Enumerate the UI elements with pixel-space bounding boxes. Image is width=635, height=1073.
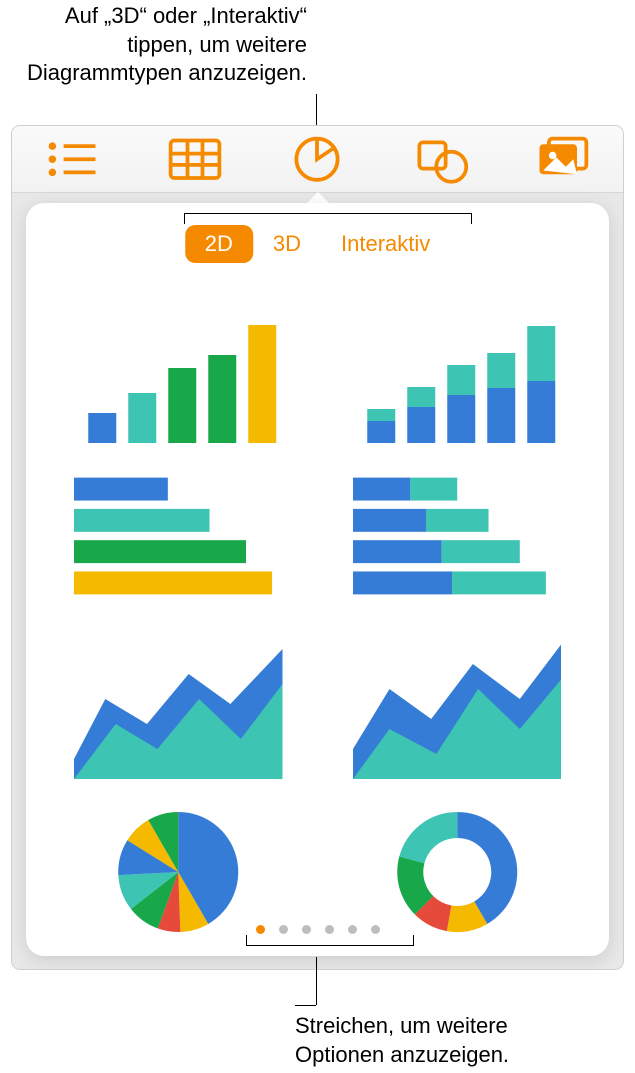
callout-bottom-leader-v <box>316 957 317 1005</box>
toolbar-list-icon[interactable] <box>43 139 103 179</box>
callout-bottom: Streichen, um weitere Optionen anzuzeige… <box>295 1012 509 1069</box>
page-dot[interactable] <box>348 925 357 934</box>
callout-bottom-leader-h <box>295 1005 316 1006</box>
toolbar-chart-icon[interactable] <box>287 139 347 179</box>
page-dot[interactable] <box>256 925 265 934</box>
insert-toolbar <box>12 126 623 193</box>
callout-bottom-l2: Optionen anzuzeigen. <box>295 1041 509 1070</box>
page-dot[interactable] <box>371 925 380 934</box>
seg-bracket <box>184 213 472 224</box>
chart-type-area[interactable] <box>74 629 283 779</box>
seg-2d[interactable]: 2D <box>185 225 253 263</box>
chart-type-stacked-column[interactable] <box>353 293 562 443</box>
callout-top: Auf „3D“ oder „Interaktiv“ tippen, um we… <box>27 2 307 88</box>
page-dot[interactable] <box>325 925 334 934</box>
seg-interactive[interactable]: Interaktiv <box>321 225 450 263</box>
chart-grid <box>74 293 561 896</box>
chart-type-stacked-area[interactable] <box>353 629 562 779</box>
callout-top-l3: Diagrammtypen anzuzeigen. <box>27 59 307 88</box>
chart-type-pie[interactable] <box>74 807 283 937</box>
page-dots[interactable] <box>26 925 609 934</box>
callout-top-l1: Auf „3D“ oder „Interaktiv“ <box>27 2 307 31</box>
callout-top-l2: tippen, um weitere <box>27 31 307 60</box>
dots-bracket <box>246 935 414 946</box>
chart-chooser-panel: 2D 3D Interaktiv <box>26 203 609 956</box>
page-dot[interactable] <box>279 925 288 934</box>
seg-3d[interactable]: 3D <box>253 225 321 263</box>
chart-type-segmented: 2D 3D Interaktiv <box>185 225 451 263</box>
page-dot[interactable] <box>302 925 311 934</box>
toolbar-media-icon[interactable] <box>532 139 592 179</box>
toolbar-shape-icon[interactable] <box>410 139 470 179</box>
callout-bottom-l1: Streichen, um weitere <box>295 1012 509 1041</box>
chart-type-column[interactable] <box>74 293 283 443</box>
chart-type-bar[interactable] <box>74 471 283 601</box>
panel-wrap: 2D 3D Interaktiv <box>12 193 623 969</box>
device-frame: 2D 3D Interaktiv <box>12 126 623 969</box>
chart-type-donut[interactable] <box>353 807 562 937</box>
chart-type-stacked-bar[interactable] <box>353 471 562 601</box>
toolbar-table-icon[interactable] <box>165 139 225 179</box>
